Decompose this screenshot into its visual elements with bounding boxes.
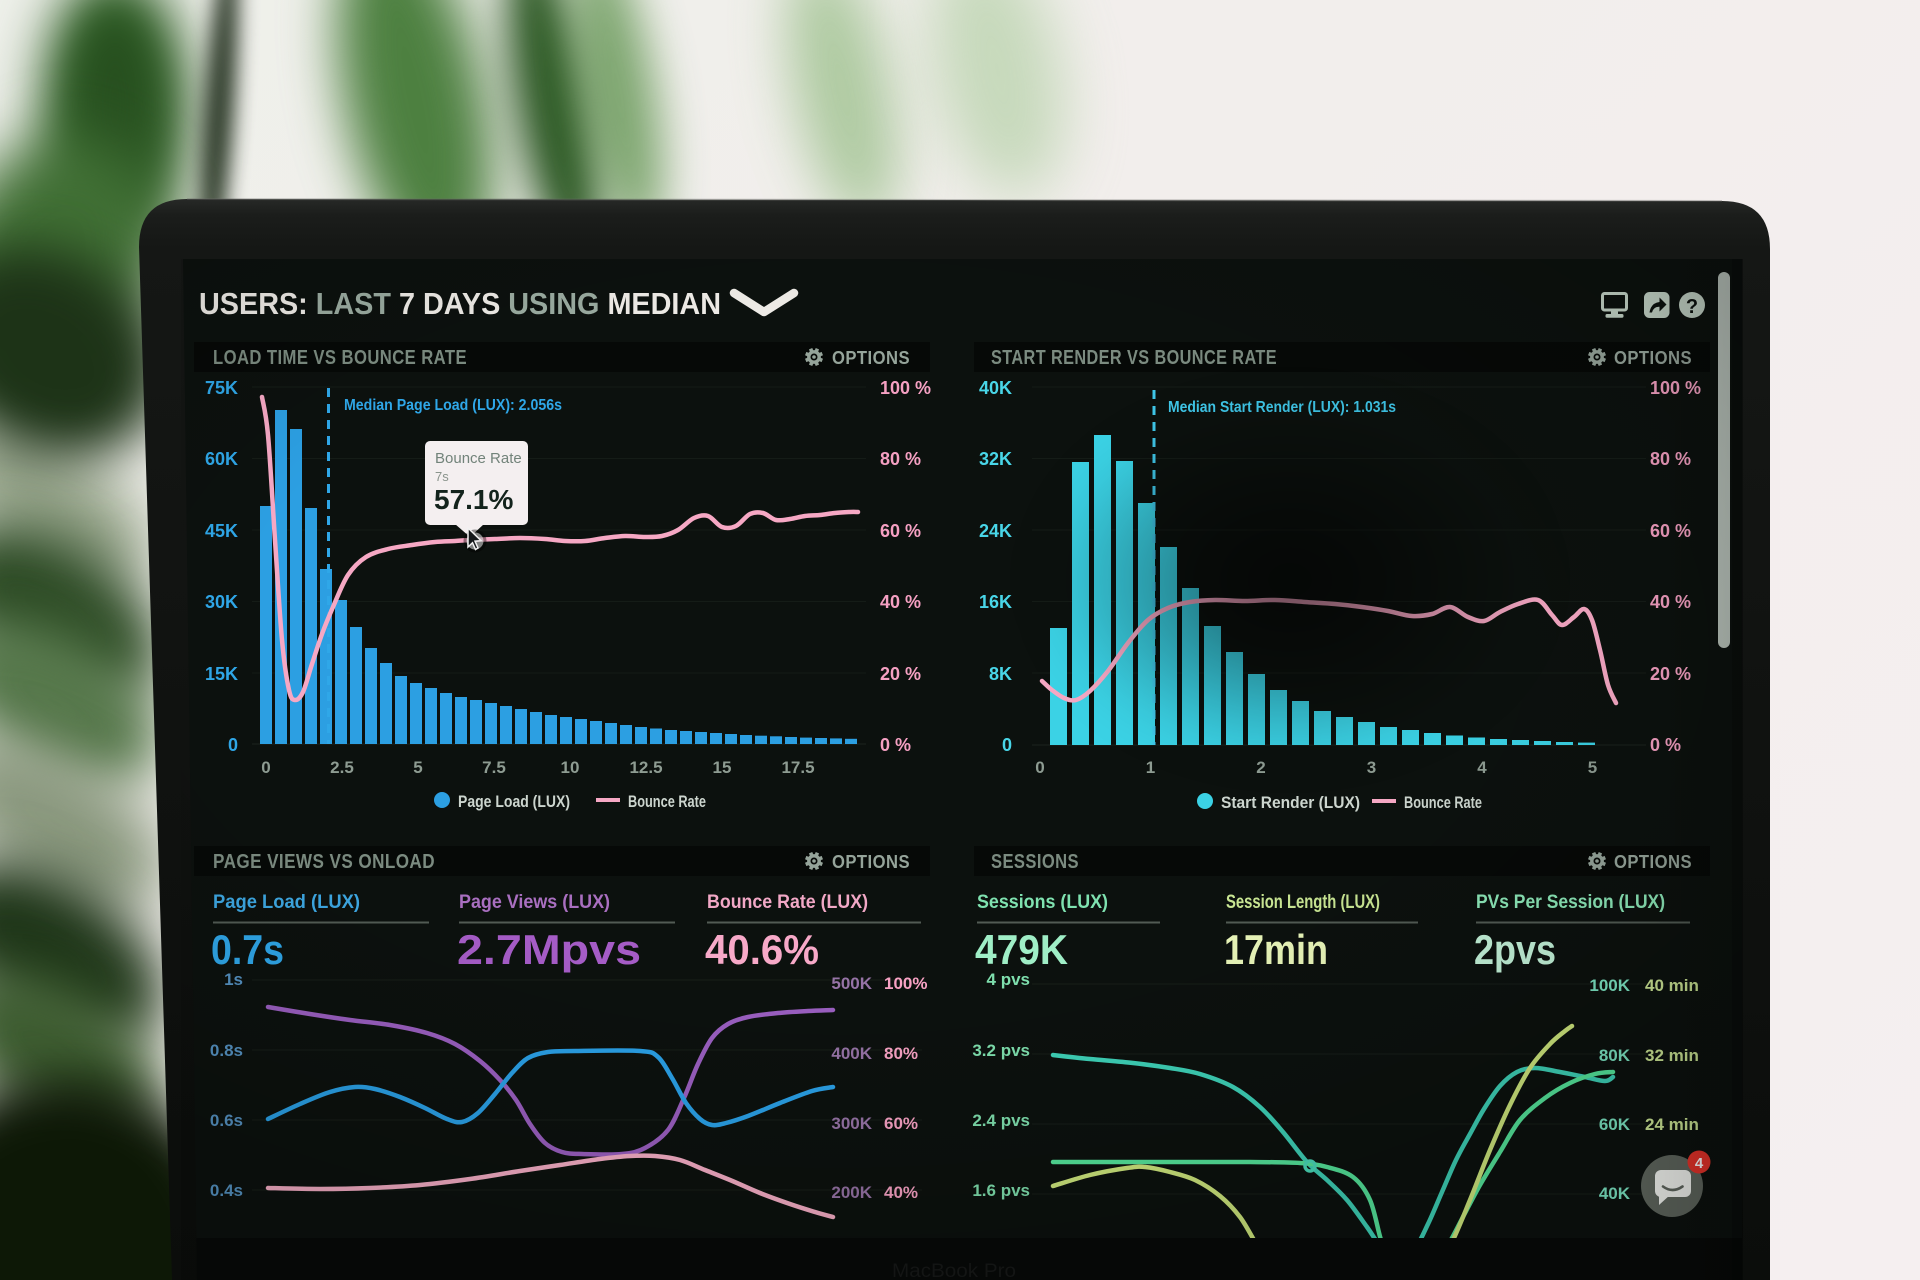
svg-text:17.5: 17.5 bbox=[781, 758, 814, 777]
svg-text:OPTIONS: OPTIONS bbox=[1614, 852, 1692, 872]
svg-text:Bounce Rate (LUX): Bounce Rate (LUX) bbox=[707, 892, 868, 913]
svg-text:10: 10 bbox=[561, 758, 580, 777]
svg-text:75K: 75K bbox=[205, 378, 238, 398]
svg-text:20 %: 20 % bbox=[1650, 664, 1691, 684]
svg-text:Page Views (LUX): Page Views (LUX) bbox=[459, 892, 610, 913]
svg-text:40 min: 40 min bbox=[1645, 976, 1699, 995]
svg-text:30K: 30K bbox=[205, 592, 238, 612]
svg-text:7s: 7s bbox=[435, 469, 449, 484]
svg-text:Start Render (LUX): Start Render (LUX) bbox=[1221, 793, 1360, 812]
svg-text:Page Load (LUX): Page Load (LUX) bbox=[213, 892, 360, 913]
svg-text:100%: 100% bbox=[884, 974, 927, 993]
svg-text:0.6s: 0.6s bbox=[210, 1111, 243, 1130]
svg-text:0.7s: 0.7s bbox=[211, 926, 284, 973]
svg-text:4: 4 bbox=[1695, 1155, 1704, 1172]
svg-text:0 %: 0 % bbox=[1650, 735, 1681, 755]
svg-text:15: 15 bbox=[713, 758, 732, 777]
svg-text:40 %: 40 % bbox=[880, 592, 921, 612]
svg-text:24 min: 24 min bbox=[1645, 1115, 1699, 1134]
svg-text:400K: 400K bbox=[831, 1044, 872, 1063]
svg-text:5: 5 bbox=[413, 758, 422, 777]
svg-text:100 %: 100 % bbox=[880, 378, 931, 398]
svg-text:0: 0 bbox=[1035, 758, 1044, 777]
svg-text:Bounce Rate: Bounce Rate bbox=[1404, 793, 1482, 812]
svg-text:1s: 1s bbox=[224, 970, 243, 989]
svg-text:32K: 32K bbox=[979, 449, 1012, 469]
svg-text:57.1%: 57.1% bbox=[434, 484, 513, 515]
svg-text:0: 0 bbox=[1002, 735, 1012, 755]
svg-text:?: ? bbox=[1686, 296, 1698, 318]
svg-text:2.4 pvs: 2.4 pvs bbox=[972, 1111, 1030, 1130]
svg-text:16K: 16K bbox=[979, 592, 1012, 612]
svg-text:2.7Mpvs: 2.7Mpvs bbox=[457, 926, 641, 973]
svg-text:USERS: LAST 7 DAYS USING MEDIA: USERS: LAST 7 DAYS USING MEDIAN bbox=[199, 286, 721, 321]
svg-text:60K: 60K bbox=[205, 449, 238, 469]
svg-text:2pvs: 2pvs bbox=[1474, 926, 1556, 973]
svg-text:40%: 40% bbox=[884, 1183, 918, 1202]
svg-text:LOAD TIME VS BOUNCE RATE: LOAD TIME VS BOUNCE RATE bbox=[213, 347, 467, 369]
svg-text:SESSIONS: SESSIONS bbox=[991, 851, 1079, 873]
svg-text:60%: 60% bbox=[884, 1114, 918, 1133]
svg-text:4: 4 bbox=[1477, 758, 1487, 777]
svg-text:17min: 17min bbox=[1224, 926, 1328, 973]
svg-text:0.8s: 0.8s bbox=[210, 1041, 243, 1060]
svg-text:80%: 80% bbox=[884, 1044, 918, 1063]
svg-text:5: 5 bbox=[1588, 758, 1597, 777]
svg-text:40K: 40K bbox=[979, 378, 1012, 398]
svg-text:7.5: 7.5 bbox=[482, 758, 506, 777]
svg-text:80 %: 80 % bbox=[1650, 449, 1691, 469]
svg-text:40.6%: 40.6% bbox=[705, 926, 819, 973]
svg-text:40 %: 40 % bbox=[1650, 592, 1691, 612]
svg-text:32 min: 32 min bbox=[1645, 1046, 1699, 1065]
svg-text:OPTIONS: OPTIONS bbox=[1614, 348, 1692, 368]
svg-text:PAGE VIEWS VS ONLOAD: PAGE VIEWS VS ONLOAD bbox=[213, 851, 435, 873]
svg-text:0: 0 bbox=[261, 758, 270, 777]
svg-text:60 %: 60 % bbox=[880, 521, 921, 541]
svg-text:12.5: 12.5 bbox=[629, 758, 662, 777]
svg-text:2: 2 bbox=[1256, 758, 1265, 777]
svg-text:Median Start Render (LUX): 1.0: Median Start Render (LUX): 1.031s bbox=[1168, 399, 1396, 416]
svg-text:Bounce Rate: Bounce Rate bbox=[435, 450, 522, 467]
svg-text:20 %: 20 % bbox=[880, 664, 921, 684]
svg-text:60K: 60K bbox=[1599, 1115, 1631, 1134]
svg-text:3.2 pvs: 3.2 pvs bbox=[972, 1041, 1030, 1060]
svg-text:8K: 8K bbox=[989, 664, 1012, 684]
svg-text:MacBook Pro: MacBook Pro bbox=[892, 1261, 1016, 1280]
svg-text:60 %: 60 % bbox=[1650, 521, 1691, 541]
svg-text:0.4s: 0.4s bbox=[210, 1181, 243, 1200]
svg-text:Median Page Load (LUX): 2.056s: Median Page Load (LUX): 2.056s bbox=[344, 397, 562, 414]
svg-text:3: 3 bbox=[1367, 758, 1376, 777]
svg-text:24K: 24K bbox=[979, 521, 1012, 541]
svg-text:100K: 100K bbox=[1589, 976, 1630, 995]
svg-text:300K: 300K bbox=[831, 1114, 872, 1133]
svg-text:0 %: 0 % bbox=[880, 735, 911, 755]
svg-text:479K: 479K bbox=[975, 926, 1068, 973]
svg-text:Session Length (LUX): Session Length (LUX) bbox=[1226, 892, 1380, 913]
svg-text:Page Load (LUX): Page Load (LUX) bbox=[458, 792, 570, 811]
svg-text:200K: 200K bbox=[831, 1183, 872, 1202]
svg-text:80K: 80K bbox=[1599, 1046, 1631, 1065]
svg-text:40K: 40K bbox=[1599, 1184, 1631, 1203]
svg-text:100 %: 100 % bbox=[1650, 378, 1701, 398]
svg-text:15K: 15K bbox=[205, 664, 238, 684]
svg-text:OPTIONS: OPTIONS bbox=[832, 852, 910, 872]
svg-text:Bounce Rate: Bounce Rate bbox=[628, 792, 706, 811]
svg-text:1: 1 bbox=[1146, 758, 1155, 777]
svg-text:80 %: 80 % bbox=[880, 449, 921, 469]
svg-text:0: 0 bbox=[228, 735, 238, 755]
svg-text:500K: 500K bbox=[831, 974, 872, 993]
svg-text:1.6 pvs: 1.6 pvs bbox=[972, 1181, 1030, 1200]
svg-text:4 pvs: 4 pvs bbox=[987, 970, 1030, 989]
svg-text:START RENDER VS BOUNCE RATE: START RENDER VS BOUNCE RATE bbox=[991, 347, 1277, 369]
svg-text:PVs Per Session (LUX): PVs Per Session (LUX) bbox=[1476, 892, 1665, 913]
svg-text:45K: 45K bbox=[205, 521, 238, 541]
svg-text:Sessions (LUX): Sessions (LUX) bbox=[977, 892, 1108, 913]
svg-text:2.5: 2.5 bbox=[330, 758, 354, 777]
svg-text:OPTIONS: OPTIONS bbox=[832, 348, 910, 368]
